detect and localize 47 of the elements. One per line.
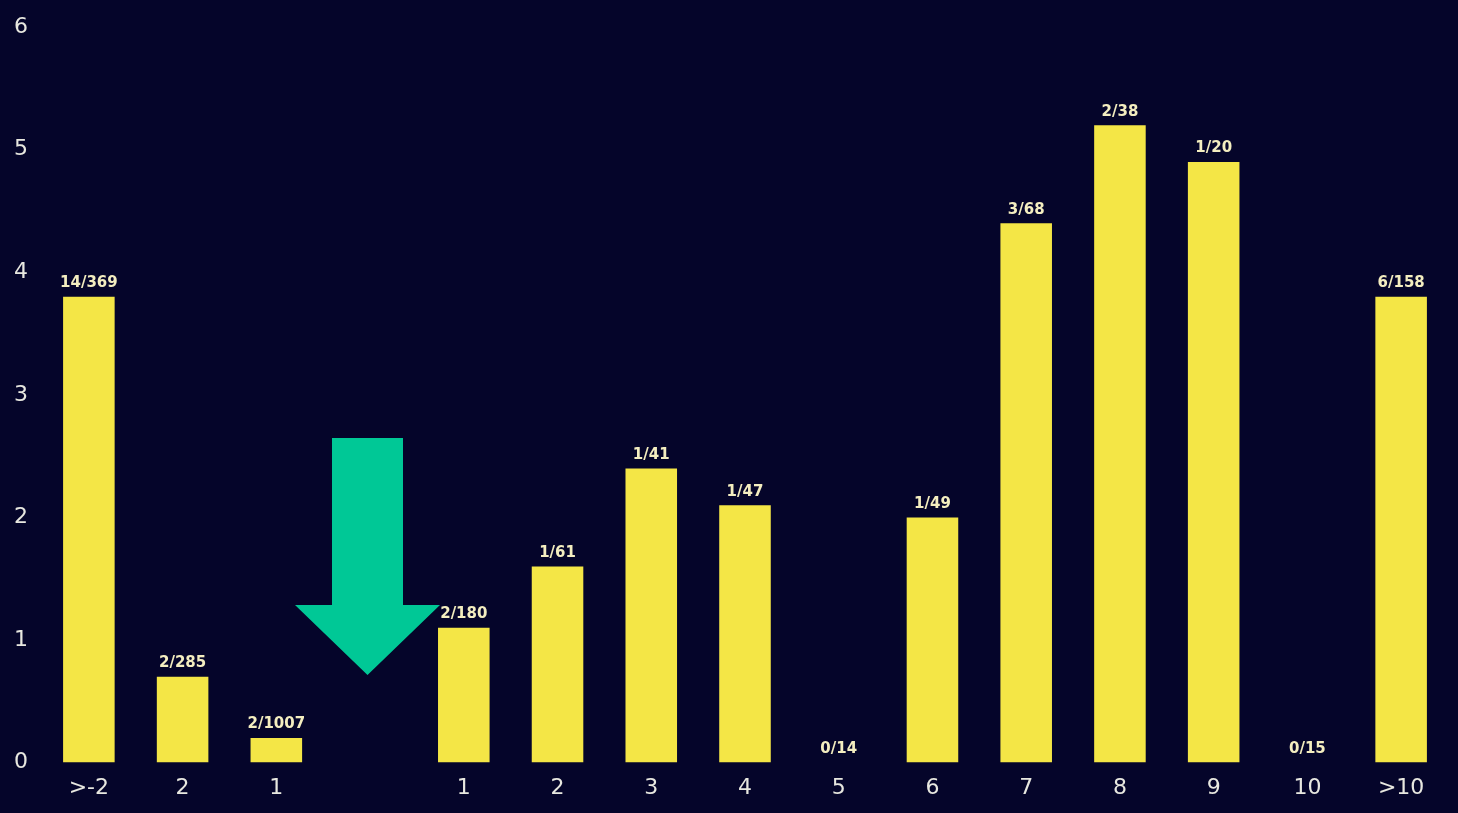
x-tick-label: 6 <box>925 773 940 799</box>
data-label: 2/285 <box>158 653 207 672</box>
bar <box>719 505 771 763</box>
y-tick-label: 0 <box>14 748 28 774</box>
x-tick-label: >10 <box>1377 773 1425 799</box>
x-tick-label: 5 <box>831 773 846 799</box>
bar <box>1187 162 1240 763</box>
data-label: 1/49 <box>914 493 951 512</box>
bar <box>1375 296 1427 763</box>
bar <box>531 566 584 763</box>
data-label: 0/15 <box>1289 738 1326 757</box>
bar <box>1000 223 1052 763</box>
x-tick-label: 9 <box>1206 773 1221 799</box>
data-label: 2/180 <box>440 604 488 623</box>
x-tick-label: 7 <box>1019 773 1034 799</box>
y-tick-label: 3 <box>14 380 28 406</box>
bar <box>156 676 209 763</box>
data-label: 0/14 <box>820 738 858 757</box>
x-tick-label: 2 <box>175 773 190 799</box>
x-tick-label: 2 <box>550 773 565 799</box>
bar <box>250 738 303 763</box>
bar <box>438 627 490 763</box>
y-tick-label: 5 <box>14 135 28 161</box>
y-tick-label: 6 <box>14 12 28 38</box>
data-label: 1/47 <box>726 481 764 500</box>
bar <box>625 468 678 763</box>
bar <box>63 296 115 763</box>
data-label: 1/41 <box>632 444 670 463</box>
bar <box>1094 125 1146 763</box>
data-label: 3/68 <box>1007 199 1045 218</box>
x-tick-label: 4 <box>738 773 752 799</box>
x-tick-label: 1 <box>269 773 284 799</box>
data-label: 1/61 <box>539 542 576 561</box>
x-tick-label: 10 <box>1293 773 1322 799</box>
x-tick-label: 3 <box>644 773 659 799</box>
data-label: 6/158 <box>1377 273 1425 292</box>
data-label: 2/38 <box>1101 101 1139 120</box>
bar <box>906 517 959 763</box>
x-tick-label: 8 <box>1112 773 1127 799</box>
x-tick-label: >-2 <box>68 773 110 799</box>
y-tick-label: 1 <box>14 625 28 651</box>
data-label: 1/20 <box>1195 138 1233 157</box>
x-tick-label: 1 <box>456 773 471 799</box>
y-tick-label: 2 <box>14 503 28 529</box>
data-label: 14/369 <box>60 273 118 292</box>
y-tick-label: 4 <box>14 258 28 284</box>
data-label: 2/1007 <box>247 714 306 733</box>
